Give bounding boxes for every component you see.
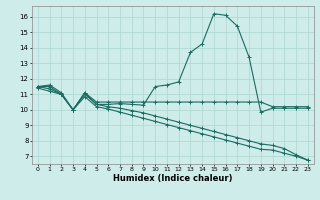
X-axis label: Humidex (Indice chaleur): Humidex (Indice chaleur) [113, 174, 233, 183]
